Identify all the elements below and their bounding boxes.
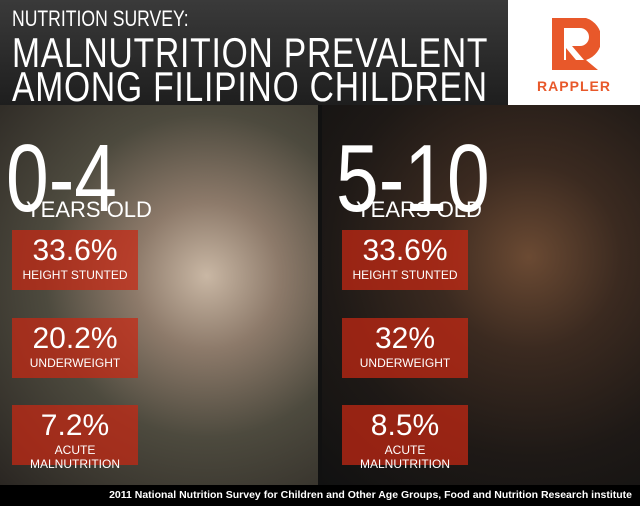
age-unit: YEARS OLD: [26, 197, 152, 222]
age-range: 5-10: [336, 131, 528, 227]
panel: 0-4 YEARS OLD 33.6% HEIGHT STUNTED 20.2% UNDE…: [0, 105, 318, 485]
age-text: 0-4: [6, 125, 117, 232]
panel: 5-10 YEARS OLD 33.6% HEIGHT STUNTED 32% UNDER…: [322, 105, 640, 485]
stat-value: 33.6%: [32, 234, 118, 267]
stat-box: 20.2% UNDERWEIGHT: [12, 318, 138, 378]
stat-label: HEIGHT STUNTED: [352, 268, 458, 282]
stat-label: ACUTE MALNUTRITION: [360, 443, 450, 471]
title-text: MALNUTRITION PREVALENT: [12, 29, 489, 76]
stat-box: 8.5% ACUTE MALNUTRITION: [342, 405, 468, 471]
stat-box: 33.6% HEIGHT STUNTED: [12, 230, 138, 290]
stat-label: HEIGHT STUNTED: [22, 268, 128, 282]
stat-box: 32% UNDERWEIGHT: [342, 318, 468, 378]
stat-label: ACUTE MALNUTRITION: [30, 443, 120, 471]
stat-value: 7.2%: [40, 409, 110, 442]
stat-label: UNDERWEIGHT: [359, 356, 451, 370]
stat-value: 20.2%: [32, 322, 118, 355]
stat-value: 32%: [374, 322, 436, 355]
age-unit: YEARS OLD: [356, 197, 482, 222]
stat-value: 33.6%: [362, 234, 448, 267]
age-range: 0-4: [6, 131, 145, 227]
logo: RAPPLER: [508, 0, 640, 105]
age-text: 5-10: [336, 125, 490, 232]
stat-box: 7.2% ACUTE MALNUTRITION: [12, 405, 138, 471]
kicker: NUTRITION SURVEY:: [12, 6, 233, 32]
title-line: MALNUTRITION PREVALENT: [12, 32, 607, 74]
source: 2011 National Nutrition Survey for Child…: [109, 489, 632, 501]
logo-name: RAPPLER: [537, 78, 611, 94]
stat-box: 33.6% HEIGHT STUNTED: [342, 230, 468, 290]
title-text: AMONG FILIPINO CHILDREN: [12, 63, 488, 110]
footer: 2011 National Nutrition Survey for Child…: [0, 485, 640, 506]
stat-label: UNDERWEIGHT: [29, 356, 121, 370]
logo-icon: [552, 18, 600, 70]
title-line: AMONG FILIPINO CHILDREN: [12, 66, 607, 108]
stat-value: 8.5%: [370, 409, 440, 442]
kicker-text: NUTRITION SURVEY:: [12, 6, 189, 31]
